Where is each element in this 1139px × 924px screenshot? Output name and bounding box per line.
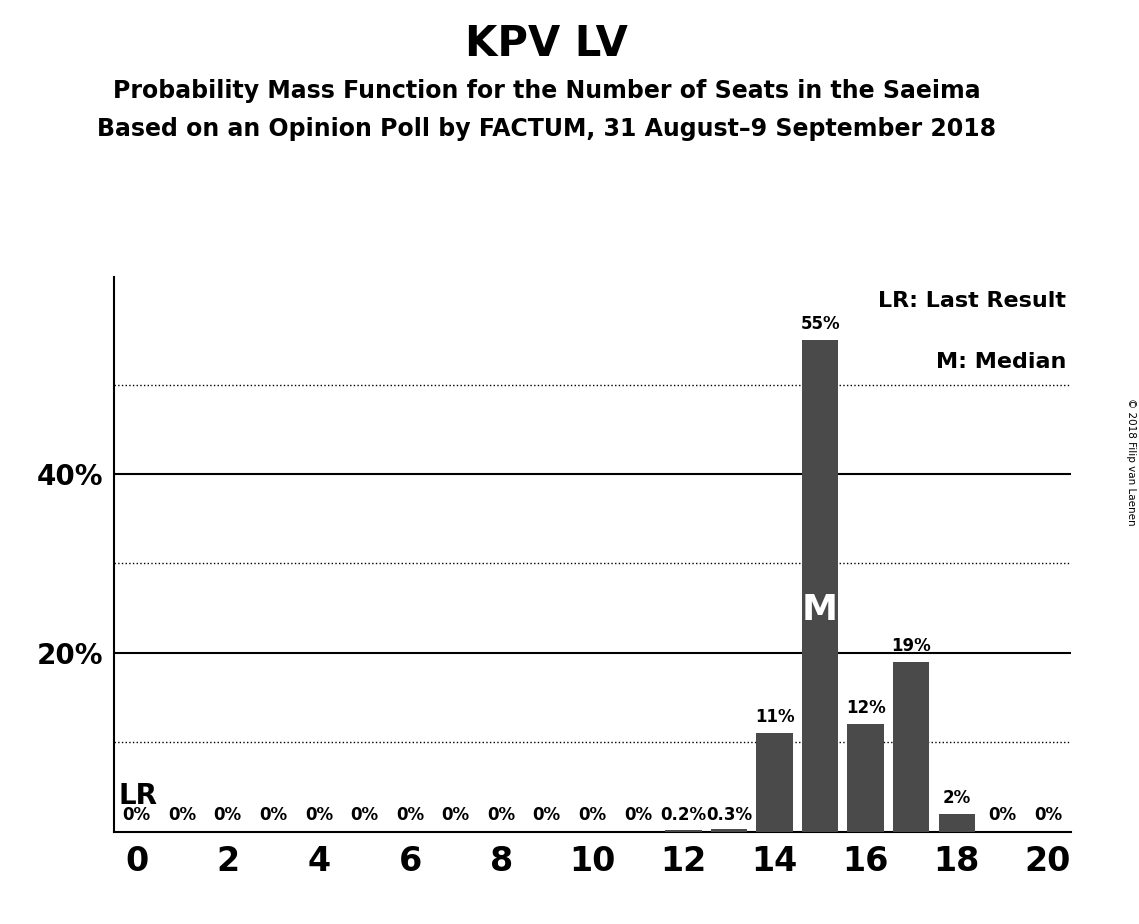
Bar: [756, 734, 793, 832]
Text: 0%: 0%: [396, 807, 424, 824]
Text: 0%: 0%: [260, 807, 287, 824]
Text: 0.2%: 0.2%: [661, 807, 706, 824]
Text: 12%: 12%: [846, 699, 885, 717]
Text: M: Median: M: Median: [935, 352, 1066, 372]
Text: 19%: 19%: [892, 637, 931, 654]
Text: 0%: 0%: [579, 807, 606, 824]
Bar: [939, 814, 975, 832]
Text: 0%: 0%: [442, 807, 469, 824]
Text: 0%: 0%: [487, 807, 515, 824]
Text: 11%: 11%: [755, 708, 794, 726]
Text: 0%: 0%: [624, 807, 652, 824]
Text: 0%: 0%: [214, 807, 241, 824]
Text: 0%: 0%: [989, 807, 1016, 824]
Bar: [711, 829, 747, 832]
Text: 2%: 2%: [943, 788, 970, 807]
Text: Based on an Opinion Poll by FACTUM, 31 August–9 September 2018: Based on an Opinion Poll by FACTUM, 31 A…: [97, 117, 997, 141]
Bar: [847, 724, 884, 832]
Bar: [802, 340, 838, 832]
Text: M: M: [802, 593, 838, 627]
Text: 0%: 0%: [305, 807, 333, 824]
Text: Probability Mass Function for the Number of Seats in the Saeima: Probability Mass Function for the Number…: [113, 79, 981, 103]
Text: 0%: 0%: [169, 807, 196, 824]
Text: 0%: 0%: [533, 807, 560, 824]
Text: 0.3%: 0.3%: [706, 807, 752, 824]
Text: 0%: 0%: [123, 807, 150, 824]
Text: 55%: 55%: [801, 315, 839, 333]
Bar: [665, 830, 702, 832]
Text: 0%: 0%: [351, 807, 378, 824]
Text: © 2018 Filip van Laenen: © 2018 Filip van Laenen: [1126, 398, 1136, 526]
Bar: [893, 662, 929, 832]
Text: 0%: 0%: [1034, 807, 1062, 824]
Text: KPV LV: KPV LV: [466, 23, 628, 65]
Text: LR: Last Result: LR: Last Result: [878, 291, 1066, 311]
Text: LR: LR: [118, 783, 157, 810]
